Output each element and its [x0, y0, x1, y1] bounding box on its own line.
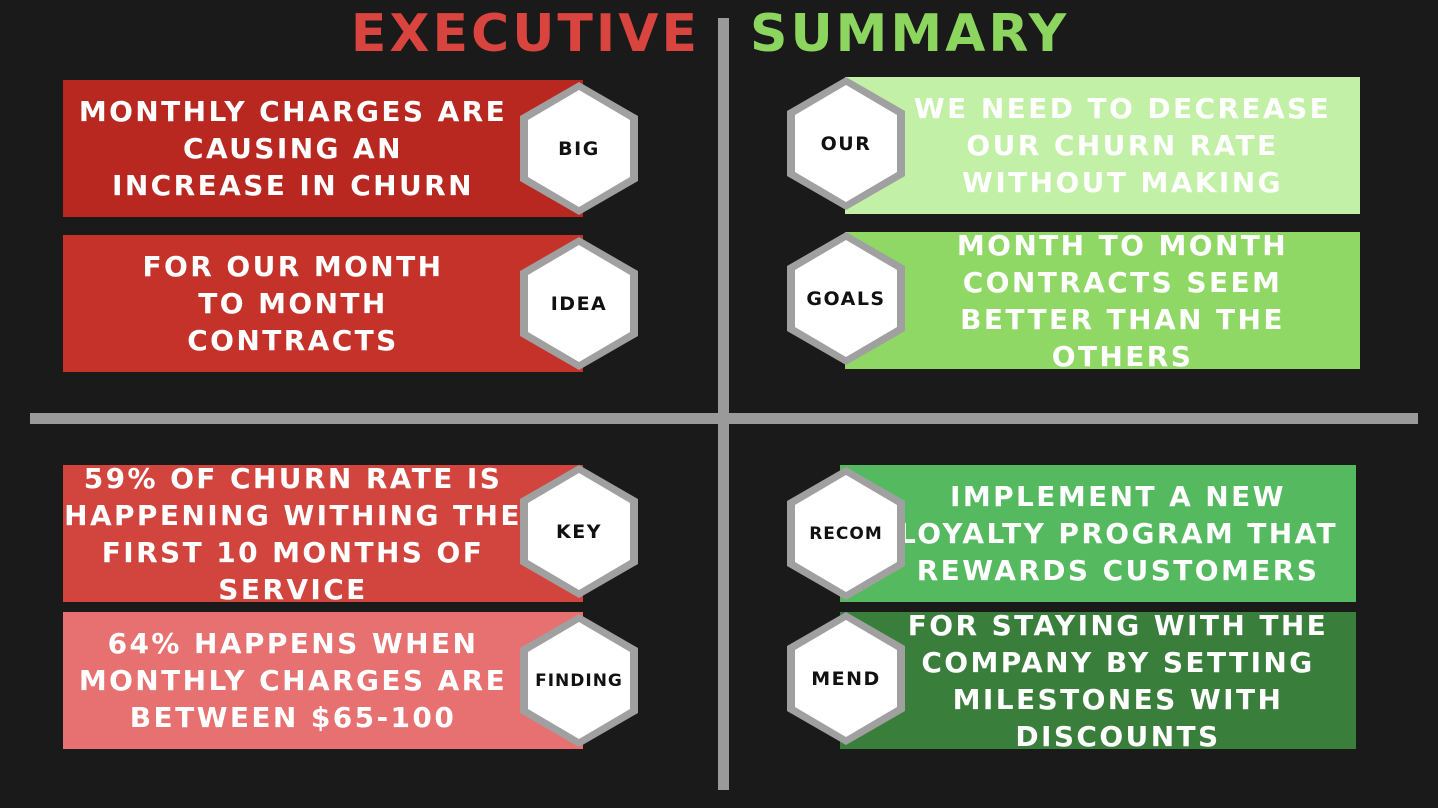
hex-badge-our: OUR — [785, 75, 907, 212]
card-our: WE NEED TO DECREASE OUR CHURN RATE WITHO… — [845, 77, 1360, 214]
card-key: 59% OF CHURN RATE IS HAPPENING WITHING T… — [63, 462, 583, 606]
hex-badge-idea: IDEA — [518, 235, 640, 372]
card-text: FOR STAYING WITH THE COMPANY BY SETTING … — [907, 608, 1329, 753]
card-text: MONTH TO MONTH CONTRACTS SEEM BETTER THA… — [956, 228, 1289, 373]
card-idea: FOR OUR MONTH TO MONTH CONTRACTS — [63, 235, 583, 372]
hex-badge-big: BIG — [518, 80, 640, 217]
hex-badge-finding: FINDING — [518, 612, 640, 749]
hex-label: IDEA — [550, 292, 608, 315]
card-finding: 64% HAPPENS WHEN MONTHLY CHARGES ARE BET… — [63, 612, 583, 749]
hex-badge-key: KEY — [518, 463, 640, 600]
card-text: MONTHLY CHARGES ARE CAUSING AN INCREASE … — [78, 95, 508, 202]
hex-badge-mend: MEND — [785, 610, 907, 747]
card-text: IMPLEMENT A NEW LOYALTY PROGRAM THAT REW… — [897, 480, 1339, 587]
card-big: MONTHLY CHARGES ARE CAUSING AN INCREASE … — [63, 80, 583, 217]
hex-badge-goals: GOALS — [785, 230, 907, 367]
hex-label: BIG — [558, 137, 600, 160]
card-text: WE NEED TO DECREASE OUR CHURN RATE WITHO… — [913, 92, 1332, 199]
title-summary: SUMMARY — [750, 4, 1070, 64]
vertical-divider — [718, 18, 729, 790]
title-executive: EXECUTIVE — [350, 4, 700, 64]
card-mend: FOR STAYING WITH THE COMPANY BY SETTING … — [840, 609, 1356, 753]
card-text: FOR OUR MONTH TO MONTH CONTRACTS — [142, 250, 444, 357]
hex-label: MEND — [811, 667, 881, 690]
hex-label: KEY — [556, 520, 602, 543]
card-text: 64% HAPPENS WHEN MONTHLY CHARGES ARE BET… — [78, 627, 508, 734]
horizontal-divider — [30, 413, 1418, 424]
hex-label: OUR — [820, 132, 872, 155]
hex-label: FINDING — [535, 670, 623, 691]
card-goals: MONTH TO MONTH CONTRACTS SEEM BETTER THA… — [845, 229, 1360, 373]
card-recom: IMPLEMENT A NEW LOYALTY PROGRAM THAT REW… — [840, 465, 1356, 602]
hex-label: GOALS — [806, 287, 886, 310]
hex-badge-recom: RECOM — [785, 465, 907, 602]
hex-label: RECOM — [809, 523, 883, 544]
card-text: 59% OF CHURN RATE IS HAPPENING WITHING T… — [64, 461, 522, 606]
